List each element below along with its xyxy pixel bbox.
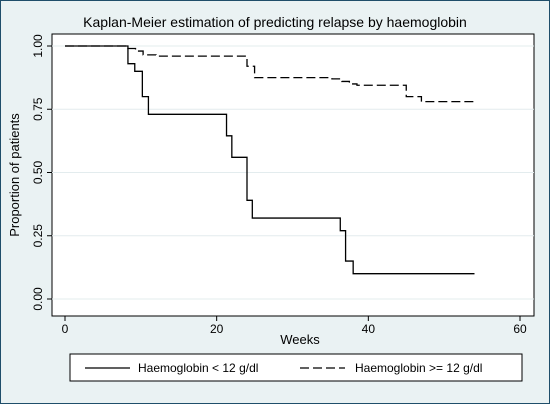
y-tick-label: 1.00 — [31, 34, 45, 58]
x-tick-label: 60 — [513, 322, 527, 336]
x-tick-label: 20 — [210, 322, 224, 336]
series-line-2 — [65, 45, 475, 103]
y-tick-label: 0.00 — [31, 287, 45, 311]
legend-label-2: Haemoglobin >= 12 g/dl — [355, 361, 482, 375]
x-tick-label: 0 — [62, 322, 69, 336]
x-axis: 0 20 40 60 — [62, 316, 527, 336]
legend: Haemoglobin < 12 g/dl Haemoglobin >= 12 g… — [69, 353, 523, 382]
x-axis-label: Weeks — [280, 332, 320, 347]
y-tick-label: 0.50 — [31, 160, 45, 184]
grid-lines — [52, 45, 534, 300]
chart-title: Kaplan-Meier estimation of predicting re… — [83, 14, 467, 30]
legend-label-1: Haemoglobin < 12 g/dl — [138, 361, 258, 375]
series-lines — [65, 45, 475, 275]
y-tick-label: 0.75 — [31, 97, 45, 121]
y-axis: 0.00 0.25 0.50 0.75 1.00 — [31, 34, 52, 311]
x-tick-label: 40 — [362, 322, 376, 336]
y-axis-label: Proportion of patients — [7, 113, 22, 237]
plot-area — [51, 33, 535, 317]
legend-box — [69, 353, 523, 382]
y-tick-label: 0.25 — [31, 224, 45, 248]
series-line-1 — [65, 45, 475, 275]
